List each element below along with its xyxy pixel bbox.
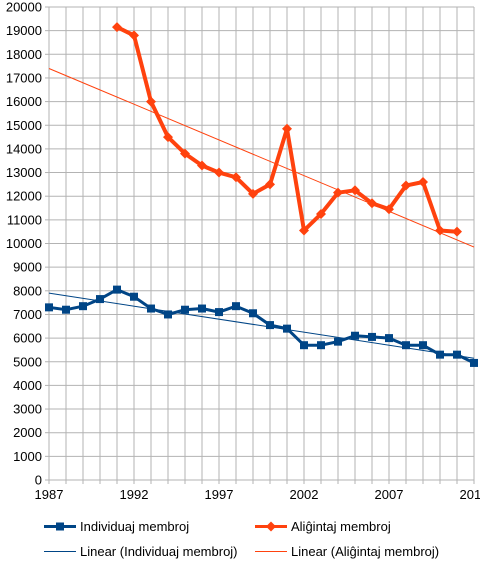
- data-point: [401, 180, 411, 191]
- y-tick-label: 14000: [6, 141, 42, 156]
- data-point: [130, 292, 138, 301]
- data-point: [300, 341, 308, 350]
- data-point: [96, 295, 104, 304]
- data-point: [316, 208, 326, 219]
- data-point: [282, 123, 292, 134]
- y-tick-label: 7000: [13, 307, 42, 322]
- data-point: [112, 22, 122, 33]
- y-tick-label: 16000: [6, 94, 42, 109]
- legend-marker: [266, 521, 276, 532]
- x-tick-label: 1987: [35, 487, 64, 502]
- data-point: [62, 305, 70, 314]
- grid-lines: [48, 6, 475, 481]
- data-point: [248, 188, 258, 199]
- y-tick-label: 9000: [13, 260, 42, 275]
- data-point: [299, 225, 309, 236]
- data-point: [283, 324, 291, 333]
- y-tick-label: 20000: [6, 0, 42, 15]
- data-point: [79, 302, 87, 311]
- data-point: [146, 96, 156, 107]
- data-point: [266, 321, 274, 330]
- data-point: [334, 337, 342, 346]
- trendline: [48, 292, 475, 359]
- x-tick-label: 2012: [460, 487, 480, 502]
- trendline: [48, 68, 475, 248]
- y-tick-label: 5000: [13, 354, 42, 369]
- data-point: [350, 185, 360, 196]
- legend-label: Linear (Aliĝintaj membroj): [291, 544, 439, 559]
- data-point: [45, 303, 53, 312]
- y-tick-label: 18000: [6, 47, 42, 62]
- data-point: [265, 179, 275, 190]
- y-tick-label: 1000: [13, 449, 42, 464]
- data-point: [197, 160, 207, 171]
- legend-label: Aliĝintaj membroj: [291, 519, 391, 534]
- data-point: [385, 334, 393, 343]
- legend-marker: [56, 522, 64, 531]
- legend-label: Linear (Individuaj membroj): [80, 544, 238, 559]
- y-tick-label: 8000: [13, 283, 42, 298]
- data-point: [384, 204, 394, 215]
- data-point: [436, 350, 444, 359]
- data-point: [198, 304, 206, 313]
- data-point: [453, 350, 461, 359]
- series-line: [47, 288, 476, 365]
- data-point: [215, 308, 223, 317]
- data-point: [435, 225, 445, 236]
- y-tick-label: 2000: [13, 425, 42, 440]
- data-point: [368, 332, 376, 341]
- data-point: [367, 198, 377, 209]
- y-tick-label: 15000: [6, 118, 42, 133]
- data-point: [470, 358, 478, 367]
- y-tick-label: 0: [35, 473, 42, 488]
- legend: Individuaj membroj Aliĝintaj membroj Linea…: [44, 519, 439, 559]
- x-tick-label: 2002: [290, 487, 319, 502]
- data-point: [164, 310, 172, 319]
- x-tick-label: 2007: [375, 487, 404, 502]
- data-point: [147, 304, 155, 313]
- data-point: [418, 177, 428, 188]
- y-tick-label: 3000: [13, 402, 42, 417]
- data-point: [129, 30, 139, 41]
- data-point: [402, 341, 410, 350]
- data-point: [317, 341, 325, 350]
- y-tick-label: 12000: [6, 189, 42, 204]
- data-point: [351, 331, 359, 340]
- data-point: [214, 167, 224, 178]
- series: [45, 22, 478, 367]
- data-point: [181, 305, 189, 314]
- data-point: [249, 309, 257, 318]
- data-point: [333, 187, 343, 198]
- x-tick-label: 1992: [120, 487, 149, 502]
- y-tick-label: 10000: [6, 236, 42, 251]
- y-tick-label: 13000: [6, 165, 42, 180]
- data-point: [231, 172, 241, 183]
- legend-label: Individuaj membroj: [80, 519, 189, 534]
- y-tick-label: 4000: [13, 378, 42, 393]
- y-tick-label: 17000: [6, 70, 42, 85]
- data-point: [452, 226, 462, 237]
- data-point: [113, 285, 121, 294]
- data-point: [180, 148, 190, 159]
- y-tick-label: 11000: [7, 212, 42, 227]
- y-tick-label: 6000: [13, 331, 42, 346]
- data-point: [163, 132, 173, 143]
- axes: 0 1000 2000 3000 4000 5000 6000 7000 8000 9000 100…: [6, 0, 480, 502]
- data-point: [232, 302, 240, 311]
- x-tick-label: 1997: [205, 487, 234, 502]
- y-tick-label: 19000: [6, 23, 42, 38]
- data-point: [419, 341, 427, 350]
